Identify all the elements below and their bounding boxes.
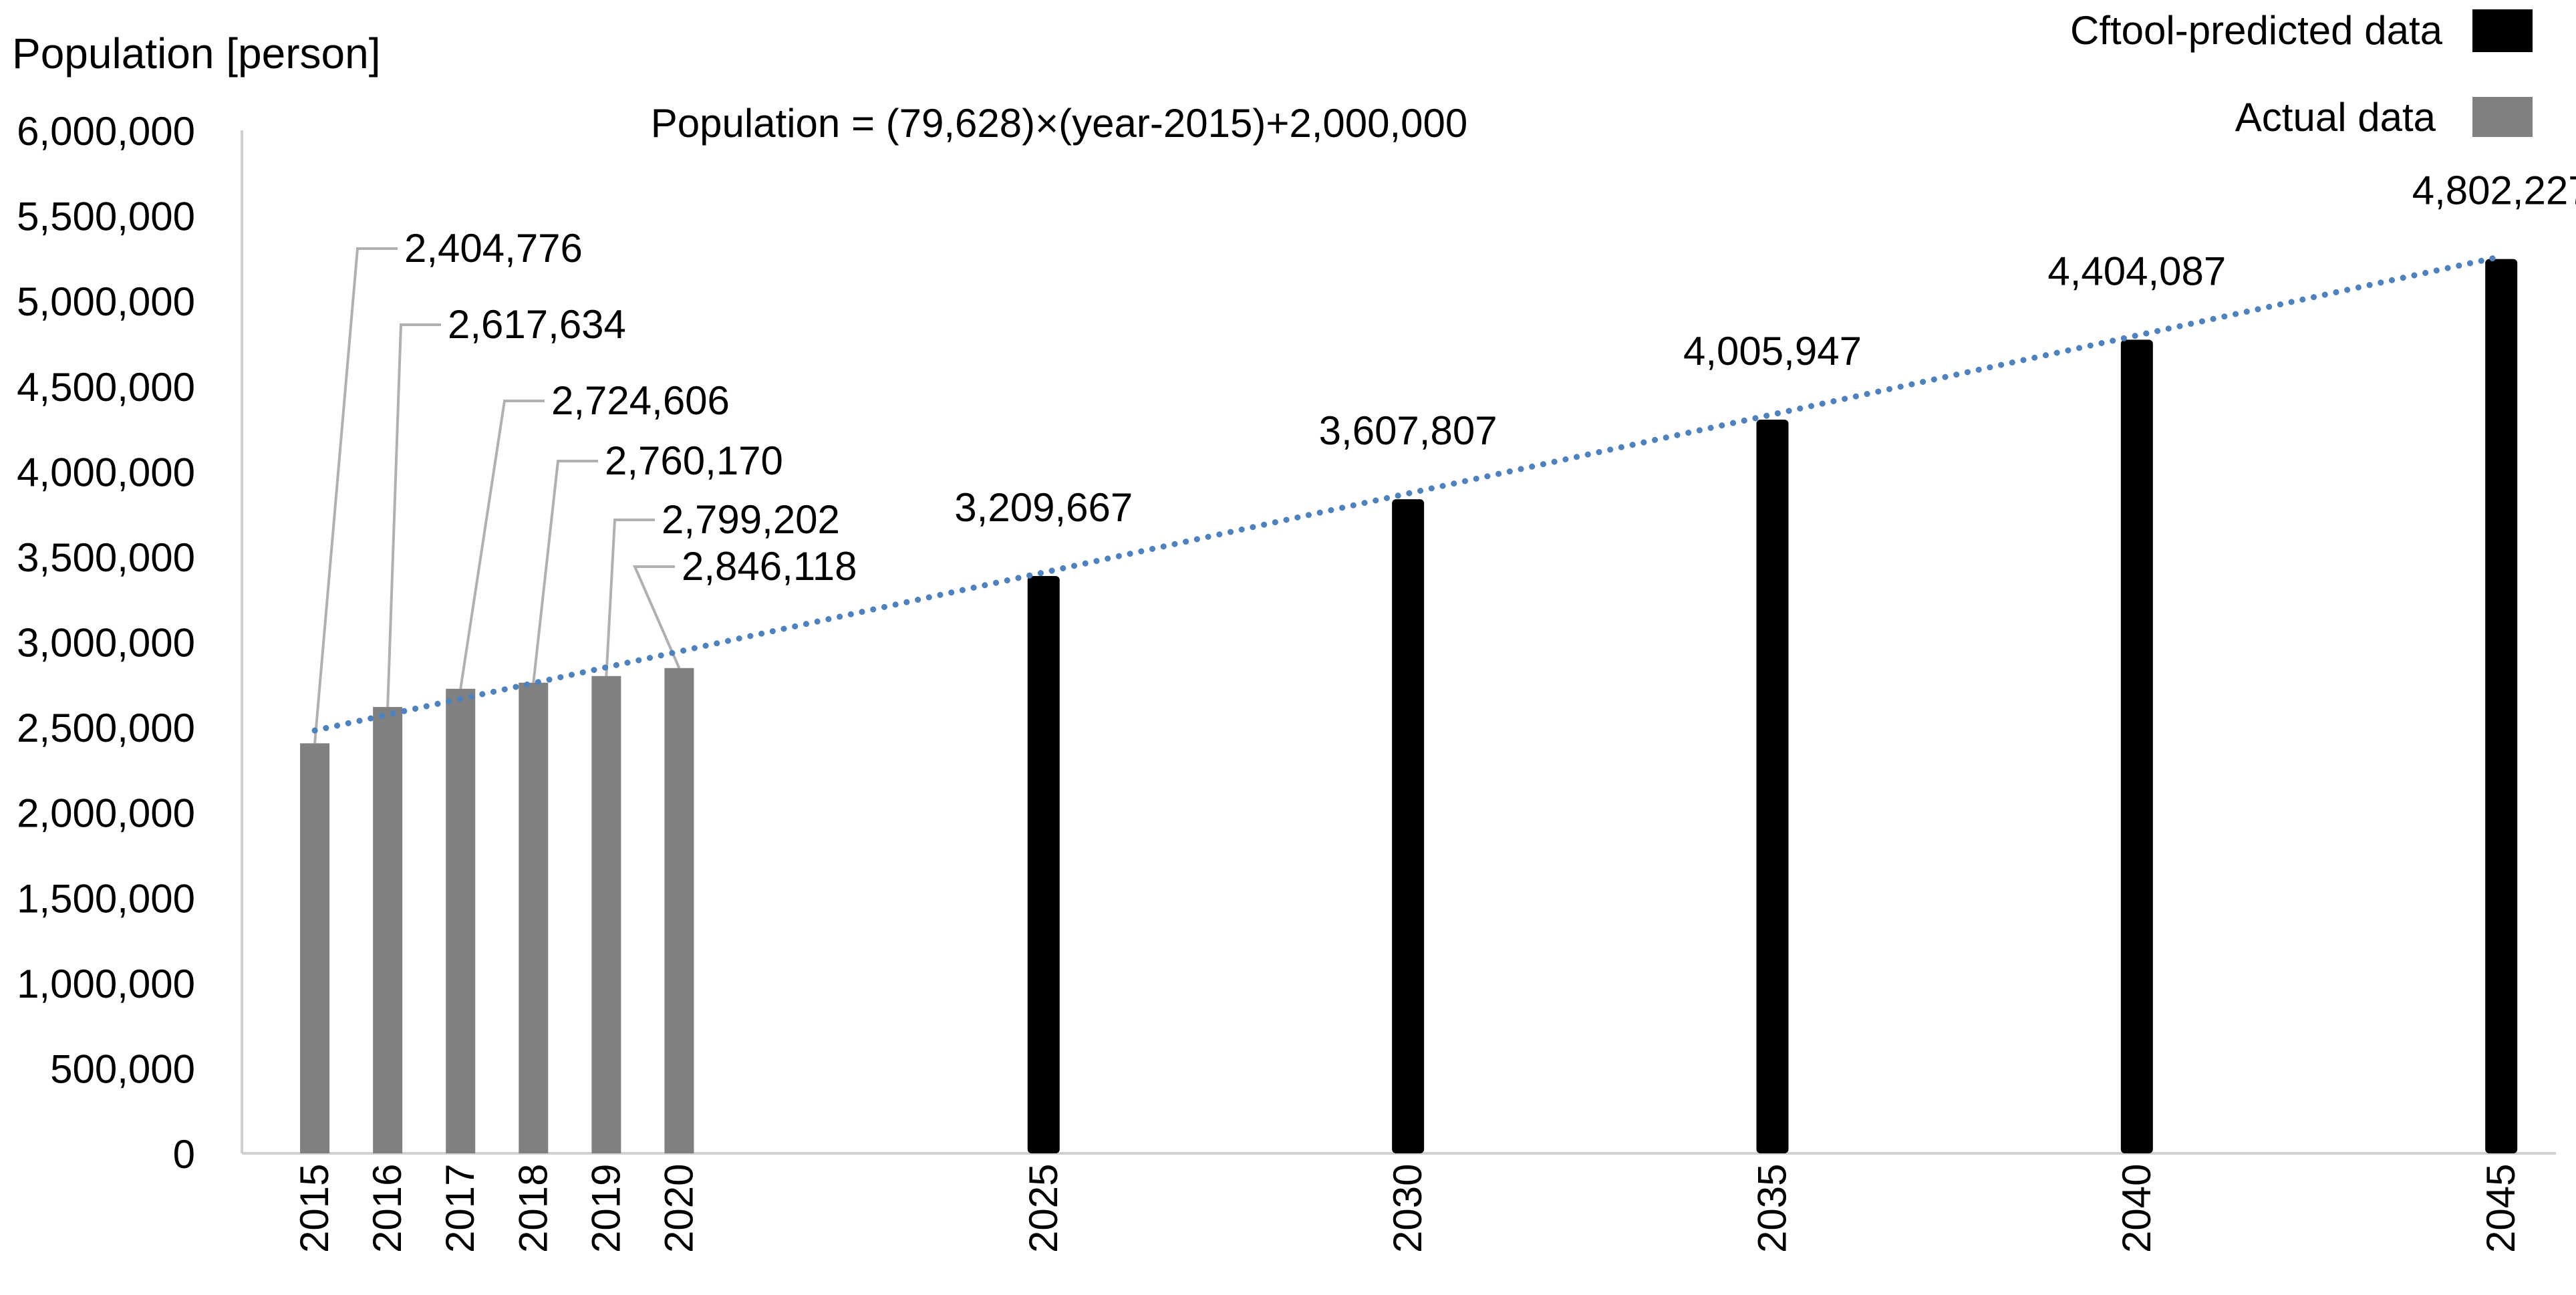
data-label: 3,607,807 — [1319, 408, 1497, 453]
x-tick-label: 2015 — [292, 1164, 337, 1253]
leader-line — [605, 519, 655, 676]
x-axis: 2015 2016 2017 2018 2019 2020 2025 2030 2035 2040… — [242, 1152, 2556, 1253]
bar-predicted — [2485, 259, 2518, 1153]
trend-equation: Population = (79,628)×(year-2015)+2,000,… — [651, 101, 1468, 146]
leader-line — [313, 247, 398, 744]
x-tick-label: 2017 — [438, 1164, 482, 1253]
bar-actual — [446, 688, 476, 1153]
legend-swatch-actual — [2472, 97, 2533, 137]
bar-actual — [300, 743, 330, 1153]
bar-actual — [519, 682, 549, 1153]
y-tick-label: 4,000,000 — [17, 450, 195, 494]
y-tick-label: 2,000,000 — [17, 791, 195, 836]
y-axis: 0 500,000 1,000,000 1,500,000 2,000,000 2,500… — [17, 109, 243, 1177]
y-tick-label: 1,500,000 — [17, 876, 195, 921]
data-label: 4,802,227 — [2412, 168, 2576, 213]
legend-label-predicted: Cftool-predicted data — [2070, 8, 2443, 53]
data-label: 2,799,202 — [662, 497, 840, 542]
legend-swatch-predicted — [2472, 9, 2533, 52]
data-label: 2,846,118 — [682, 544, 857, 589]
x-tick-label: 2020 — [656, 1164, 701, 1253]
x-tick-label: 2040 — [2114, 1164, 2159, 1253]
y-tick-label: 0 — [173, 1132, 195, 1177]
leader-line — [632, 565, 681, 669]
bar-predicted — [1756, 420, 1789, 1153]
y-tick-label: 6,000,000 — [17, 109, 195, 154]
y-tick-label: 500,000 — [50, 1046, 195, 1091]
y-tick-label: 5,000,000 — [17, 279, 195, 324]
y-tick-label: 2,500,000 — [17, 706, 195, 750]
data-label: 4,005,947 — [1683, 329, 1862, 374]
data-labels: 2,404,776 2,617,634 2,724,606 2,760,170 2,79… — [404, 168, 2576, 589]
x-tick-label: 2018 — [511, 1164, 555, 1253]
bars — [300, 259, 2518, 1153]
bar-predicted — [1027, 576, 1060, 1153]
x-tick-label: 2035 — [1749, 1164, 1794, 1253]
y-tick-label: 3,500,000 — [17, 535, 195, 580]
data-label: 2,404,776 — [404, 226, 583, 271]
leader-line — [459, 400, 545, 690]
x-tick-label: 2045 — [2478, 1164, 2523, 1253]
x-tick-label: 2025 — [1021, 1164, 1066, 1253]
bar-actual — [373, 707, 403, 1153]
data-label: 2,724,606 — [551, 378, 730, 423]
y-tick-label: 4,500,000 — [17, 365, 195, 410]
bar-actual — [664, 668, 694, 1153]
y-axis-title: Population [person] — [12, 29, 381, 78]
data-label: 2,760,170 — [605, 438, 783, 483]
y-tick-label: 1,000,000 — [17, 962, 195, 1006]
data-label: 3,209,667 — [954, 485, 1133, 530]
bar-predicted — [1392, 499, 1425, 1153]
data-label: 4,404,087 — [2047, 249, 2226, 293]
bar-actual — [591, 676, 621, 1153]
trendline — [311, 253, 2505, 734]
data-label: 2,617,634 — [448, 302, 626, 347]
leader-line — [532, 460, 598, 683]
leader-line — [386, 323, 441, 708]
legend: Cftool-predicted data Actual data — [2070, 8, 2533, 140]
y-tick-label: 3,000,000 — [17, 621, 195, 666]
trendline-group — [311, 253, 2505, 734]
x-tick-label: 2016 — [365, 1164, 410, 1253]
y-tick-label: 5,500,000 — [17, 194, 195, 239]
bar-predicted — [2120, 339, 2153, 1153]
leader-lines — [313, 247, 681, 744]
x-tick-label: 2030 — [1385, 1164, 1430, 1253]
legend-label-actual: Actual data — [2235, 95, 2436, 140]
x-tick-label: 2019 — [583, 1164, 628, 1253]
